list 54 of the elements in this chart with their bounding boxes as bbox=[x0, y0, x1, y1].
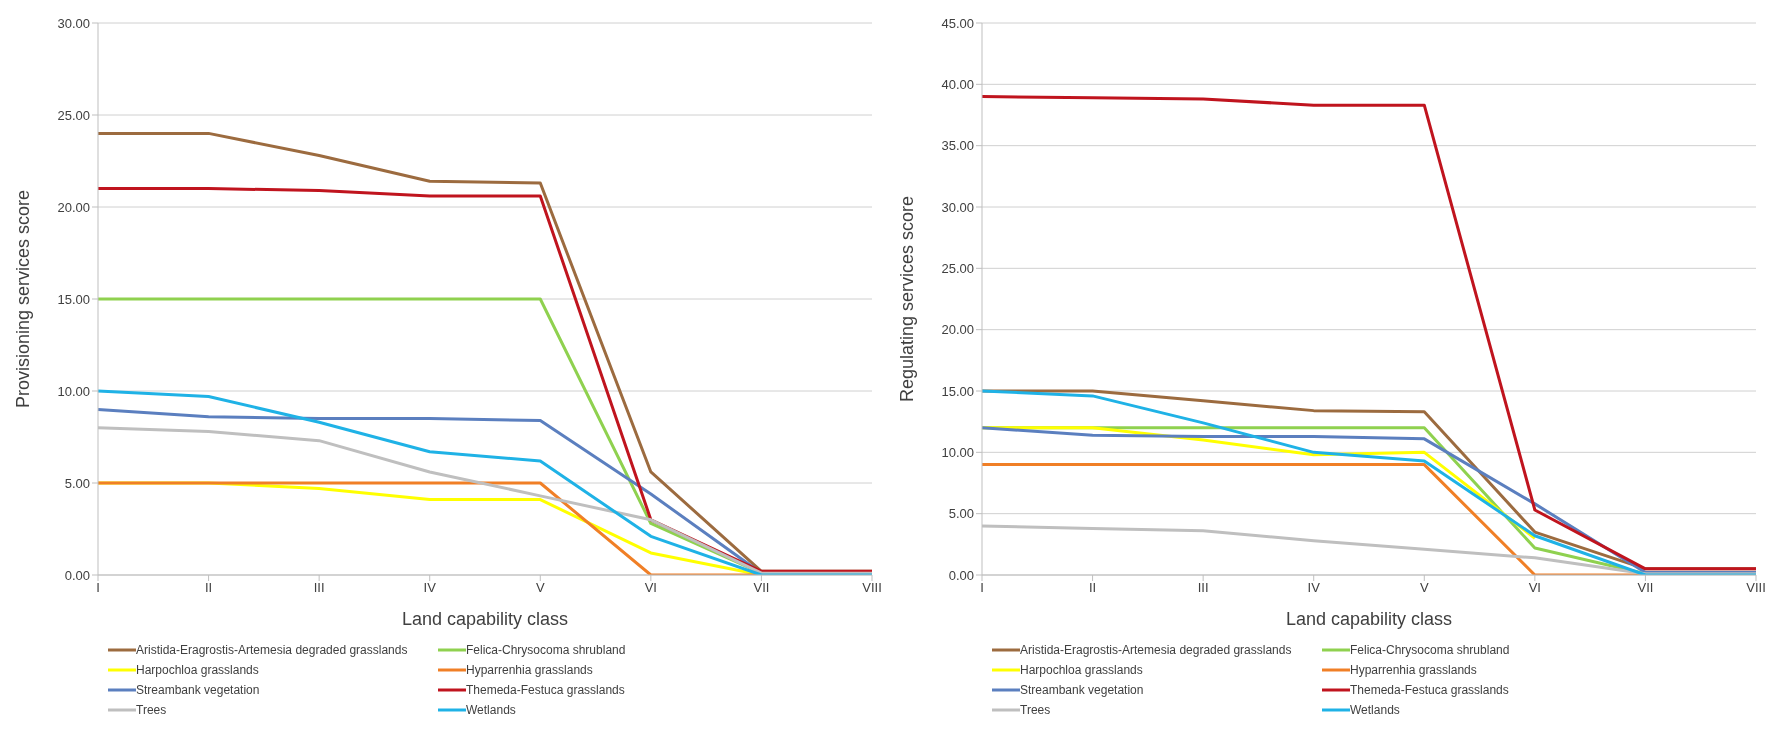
legend-label: Trees bbox=[1020, 703, 1051, 717]
y-tick-label: 0.00 bbox=[948, 567, 974, 583]
legend-label: Harpochloa grasslands bbox=[136, 663, 259, 677]
y-tick-label: 10.00 bbox=[57, 383, 90, 399]
x-tick-label: VII bbox=[1637, 580, 1654, 596]
legend-label: Aristida-Eragrostis-Artemesia degraded grasslands bbox=[1020, 643, 1292, 657]
x-tick-label: VI bbox=[644, 580, 658, 596]
x-tick-label: II bbox=[204, 580, 213, 596]
x-tick-label: III bbox=[1197, 580, 1209, 596]
y-tick-label: 25.00 bbox=[941, 260, 974, 276]
line-series bbox=[980, 95, 1758, 571]
y-tick-label: 30.00 bbox=[941, 199, 974, 215]
x-tick-label: I bbox=[980, 580, 984, 596]
legend-label: Trees bbox=[136, 703, 167, 717]
legend-label: Wetlands bbox=[466, 703, 516, 717]
legend-label: Hyparrenhia grasslands bbox=[466, 663, 593, 677]
legend-label: Harpochloa grasslands bbox=[1020, 663, 1143, 677]
x-tick-label: V bbox=[535, 580, 545, 596]
legend-label: Streambank vegetation bbox=[1020, 683, 1144, 697]
x-tick-label: II bbox=[1088, 580, 1097, 596]
legend-label: Felica-Chrysocoma shrubland bbox=[1350, 643, 1510, 657]
x-tick-label: V bbox=[1419, 580, 1429, 596]
y-axis-title: Regulating services score bbox=[897, 195, 918, 403]
x-tick-label: VII bbox=[753, 580, 770, 596]
y-tick-label: 0.00 bbox=[64, 567, 90, 583]
x-tick-label: VIII bbox=[862, 580, 882, 596]
x-tick-label: IV bbox=[423, 580, 437, 596]
legend-label: Themeda-Festuca grasslands bbox=[466, 683, 625, 697]
y-tick-label: 45.00 bbox=[941, 15, 974, 31]
legend-label: Streambank vegetation bbox=[136, 683, 260, 697]
x-tick-label: VI bbox=[1528, 580, 1542, 596]
x-axis-title: Land capability class bbox=[401, 609, 569, 629]
y-tick-label: 20.00 bbox=[57, 199, 90, 215]
y-tick-label: 15.00 bbox=[941, 383, 974, 399]
y-tick-label: 15.00 bbox=[57, 291, 90, 307]
y-tick-label: 10.00 bbox=[941, 444, 974, 460]
y-tick-label: 40.00 bbox=[941, 76, 974, 92]
legend-label: Felica-Chrysocoma shrubland bbox=[466, 643, 626, 657]
legend-label: Hyparrenhia grasslands bbox=[1350, 663, 1477, 677]
legend-label: Themeda-Festuca grasslands bbox=[1350, 683, 1509, 697]
x-tick-label: I bbox=[96, 580, 100, 596]
legend-label: Wetlands bbox=[1350, 703, 1400, 717]
y-tick-label: 20.00 bbox=[941, 322, 974, 338]
y-tick-label: 35.00 bbox=[941, 138, 974, 154]
y-tick-label: 25.00 bbox=[57, 107, 90, 123]
x-tick-label: IV bbox=[1307, 580, 1321, 596]
y-axis-title: Provisioning services score bbox=[13, 189, 34, 409]
x-tick-label: III bbox=[313, 580, 325, 596]
y-tick-label: 5.00 bbox=[64, 475, 90, 491]
y-tick-label: 30.00 bbox=[57, 15, 90, 31]
x-axis-title: Land capability class bbox=[1285, 609, 1453, 629]
x-tick-label: VIII bbox=[1746, 580, 1766, 596]
legend-label: Aristida-Eragrostis-Artemesia degraded grasslands bbox=[136, 643, 408, 657]
y-tick-label: 5.00 bbox=[948, 506, 974, 522]
